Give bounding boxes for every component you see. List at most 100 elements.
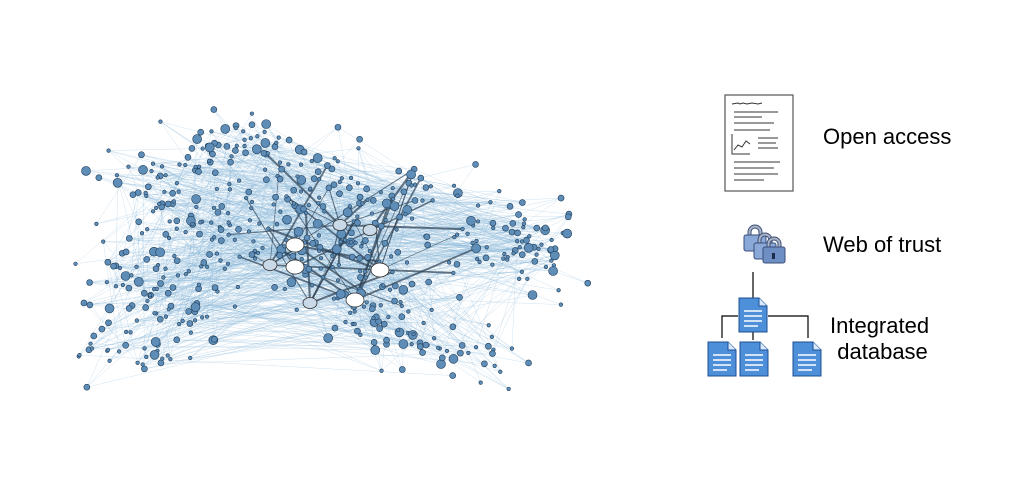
- network-node: [502, 251, 507, 257]
- network-node: [470, 240, 475, 245]
- network-node: [128, 330, 133, 335]
- network-node: [263, 167, 268, 172]
- network-node: [155, 175, 160, 180]
- network-node: [455, 193, 460, 198]
- network-node: [481, 360, 488, 368]
- network-node: [356, 146, 361, 151]
- network-node: [227, 187, 233, 192]
- network-node: [249, 199, 255, 205]
- network-node: [163, 266, 168, 271]
- network-node: [312, 218, 323, 229]
- network-node: [80, 299, 88, 307]
- network-node: [452, 234, 457, 240]
- network-node: [337, 179, 342, 185]
- network-node: [515, 239, 520, 244]
- network-node: [290, 186, 298, 194]
- network-node: [318, 266, 323, 271]
- network-node: [237, 178, 242, 183]
- network-node: [175, 273, 181, 278]
- network-node: [300, 205, 307, 213]
- document-page-icon: [724, 94, 794, 192]
- network-node: [334, 123, 342, 131]
- network-node: [155, 247, 165, 258]
- hub-node: [285, 259, 305, 275]
- network-node: [98, 325, 106, 333]
- network-node: [362, 237, 369, 244]
- network-node: [249, 206, 254, 211]
- network-node: [309, 159, 314, 164]
- network-node: [260, 138, 271, 148]
- network-node: [73, 261, 78, 266]
- network-node: [122, 248, 130, 256]
- network-node: [303, 234, 311, 242]
- network-node: [188, 330, 193, 335]
- network-node: [389, 254, 394, 259]
- network-node: [378, 222, 385, 230]
- network-node: [183, 230, 188, 235]
- network-node: [138, 165, 148, 175]
- network-node: [241, 129, 246, 134]
- network-node: [255, 134, 260, 139]
- network-node: [186, 269, 191, 274]
- network-node: [314, 168, 322, 175]
- network-node: [355, 214, 360, 219]
- network-node: [556, 288, 561, 293]
- network-node: [120, 271, 131, 281]
- network-node: [105, 347, 111, 352]
- network-node: [439, 354, 446, 362]
- network-node: [394, 248, 402, 256]
- network-node: [173, 336, 181, 344]
- network-node: [396, 213, 403, 221]
- network-node: [391, 297, 398, 305]
- network-node: [471, 243, 481, 253]
- network-node: [300, 148, 308, 156]
- hub-node: [370, 262, 390, 278]
- network-node: [330, 264, 335, 270]
- network-node: [357, 274, 364, 281]
- network-node: [247, 218, 253, 223]
- network-node: [457, 349, 464, 357]
- network-node: [519, 199, 526, 206]
- network-node: [486, 323, 491, 328]
- network-node: [117, 349, 122, 354]
- network-graph: [73, 106, 592, 392]
- network-node: [547, 246, 555, 253]
- network-node: [200, 315, 205, 320]
- network-node: [325, 184, 333, 192]
- network-node: [243, 195, 249, 201]
- network-node: [518, 251, 526, 258]
- network-node: [317, 248, 322, 253]
- network-node: [398, 285, 409, 295]
- network-node: [211, 284, 219, 291]
- network-node: [188, 145, 196, 152]
- network-node: [235, 226, 242, 233]
- network-node: [192, 318, 198, 323]
- network-node: [360, 201, 365, 206]
- network-node: [277, 160, 283, 165]
- network-node: [362, 269, 368, 274]
- network-node: [149, 169, 154, 174]
- network-node: [260, 245, 265, 250]
- network-node: [293, 226, 304, 237]
- network-node: [196, 230, 203, 238]
- network-node: [145, 298, 150, 304]
- network-node: [412, 182, 418, 187]
- network-node: [265, 151, 270, 156]
- network-node: [389, 201, 400, 211]
- network-node: [246, 229, 252, 234]
- network-node: [557, 194, 565, 202]
- network-node: [489, 219, 497, 227]
- network-node: [105, 319, 112, 327]
- network-node: [400, 188, 408, 196]
- network-node: [81, 166, 91, 176]
- network-node: [251, 239, 256, 244]
- network-node: [263, 176, 270, 183]
- network-node: [431, 336, 437, 341]
- network-node: [282, 286, 287, 292]
- network-node: [511, 251, 516, 256]
- network-node: [370, 345, 381, 355]
- network-node: [478, 380, 483, 385]
- network-node: [299, 257, 304, 262]
- network-node: [381, 239, 389, 247]
- network-node: [509, 220, 517, 227]
